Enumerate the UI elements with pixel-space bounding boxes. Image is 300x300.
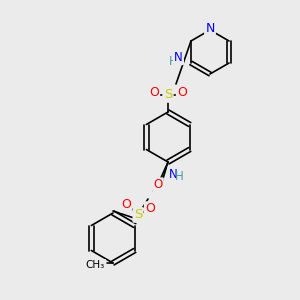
Text: O: O	[149, 86, 159, 100]
Text: S: S	[134, 208, 142, 221]
Text: CH₃: CH₃	[86, 260, 105, 270]
Text: O: O	[153, 178, 163, 191]
Text: O: O	[121, 199, 131, 212]
Text: N: N	[174, 51, 183, 64]
Text: N: N	[205, 22, 215, 35]
Text: O: O	[145, 202, 155, 215]
Text: S: S	[164, 88, 172, 101]
Text: O: O	[177, 86, 187, 100]
Text: H: H	[175, 170, 183, 184]
Text: H: H	[169, 55, 178, 68]
Text: N: N	[169, 167, 177, 181]
